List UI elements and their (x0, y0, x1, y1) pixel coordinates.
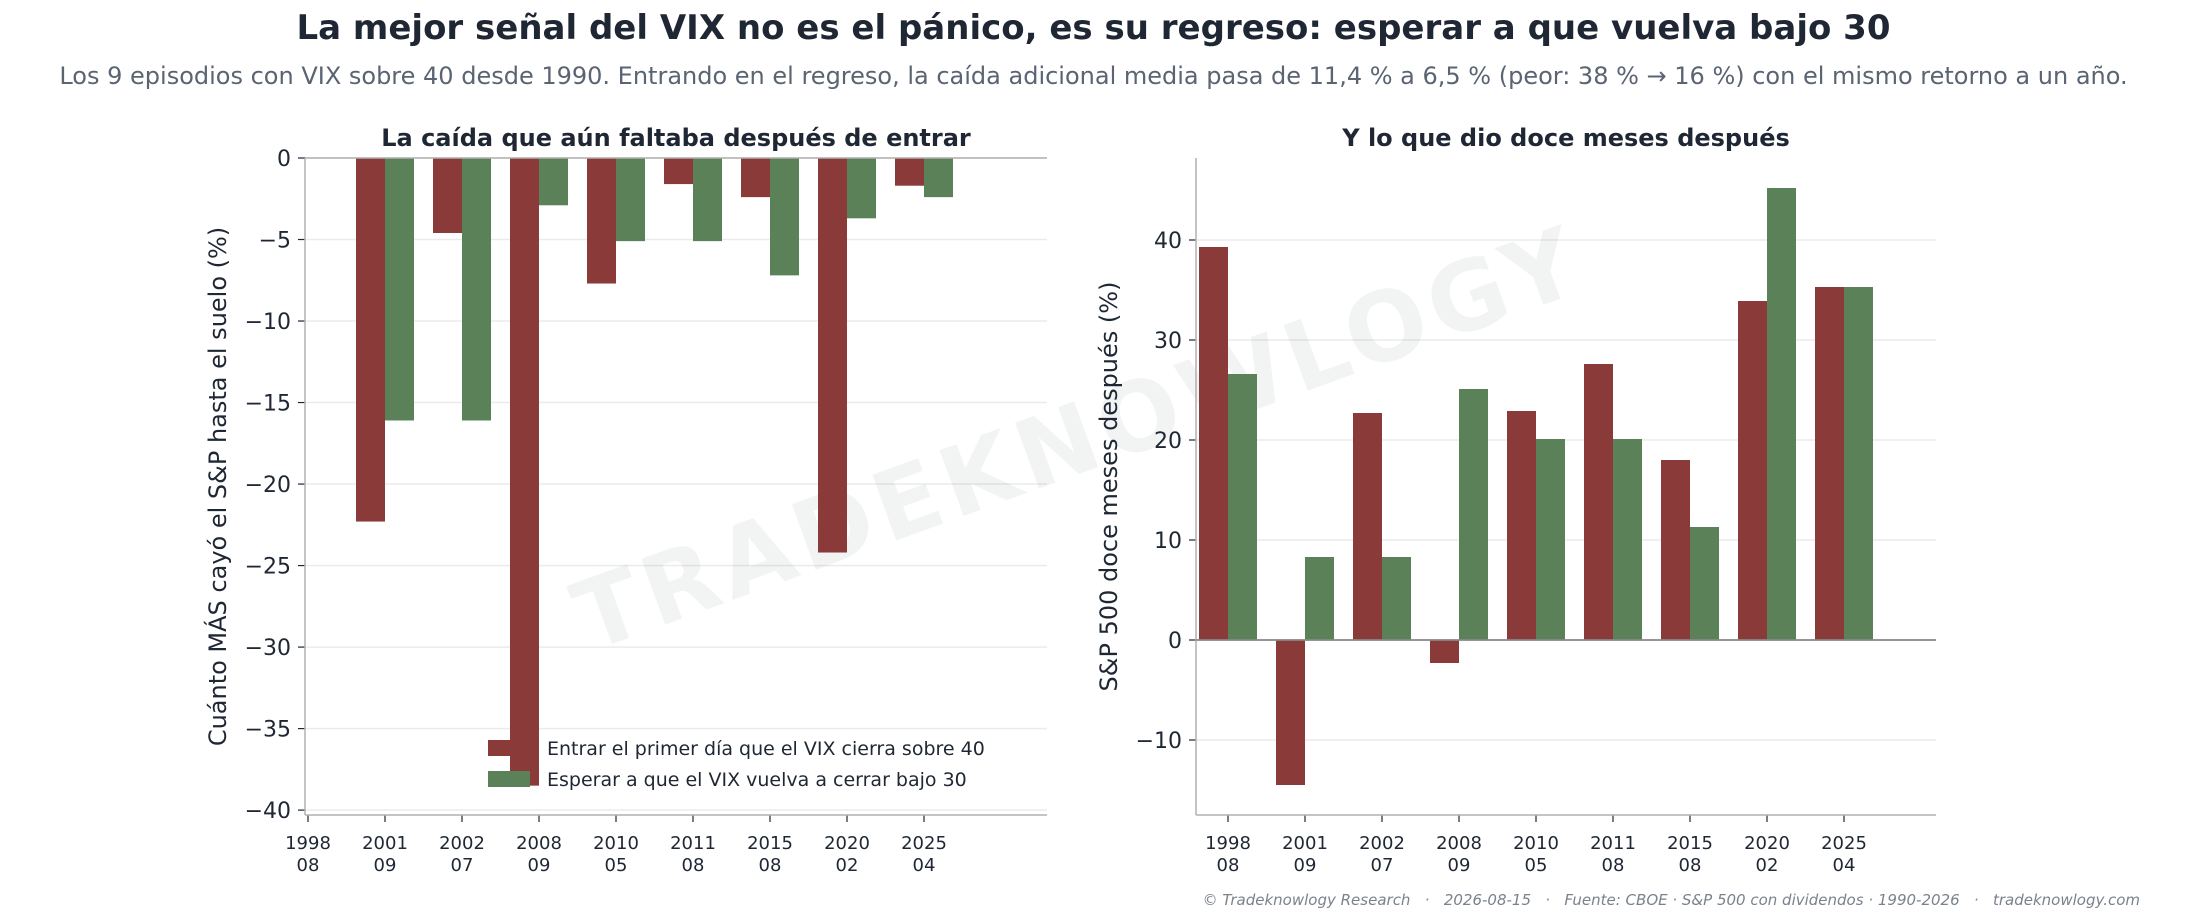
x-tick-label: 2015 (747, 833, 793, 854)
bar-entry-1998-08 (1199, 247, 1228, 640)
x-tick-label: 2002 (1359, 833, 1405, 854)
y-tick-label: 10 (1154, 529, 1182, 554)
y-tick-label: −35 (245, 718, 291, 743)
y-tick-label: −30 (245, 636, 291, 661)
bar-entry-2010-05 (1507, 411, 1536, 640)
x-tick-label: 09 (1294, 855, 1317, 876)
page-subtitle: Los 9 episodios con VIX sobre 40 desde 1… (59, 62, 2128, 90)
legend-swatch-entry (488, 740, 530, 756)
x-tick-label: 09 (374, 855, 397, 876)
y-tick-label: 0 (1168, 629, 1182, 654)
x-tick-label: 2001 (1282, 833, 1328, 854)
x-tick-label: 2008 (516, 833, 562, 854)
bar-entry-2015-08 (1661, 460, 1690, 640)
bar-wait-2011-08 (1613, 439, 1642, 640)
bar-wait-2008-09 (1459, 389, 1488, 640)
y-tick-label: −5 (259, 229, 291, 254)
bar-entry-2001-09 (356, 158, 385, 522)
x-tick-label: 07 (1371, 855, 1394, 876)
bar-entry-2011-08 (1584, 364, 1613, 640)
bar-entry-2008-09 (1430, 640, 1459, 663)
bar-entry-2010-05 (587, 158, 616, 284)
x-tick-label: 2011 (1590, 833, 1636, 854)
bar-entry-2011-08 (664, 158, 693, 185)
bar-wait-2002-07 (462, 158, 491, 421)
bar-wait-2010-05 (616, 158, 645, 242)
x-tick-label: 2008 (1436, 833, 1482, 854)
y-tick-label: −15 (245, 392, 291, 417)
bar-wait-1998-08 (1228, 374, 1257, 640)
bar-wait-2015-08 (770, 158, 799, 276)
y-tick-label: 0 (277, 147, 291, 172)
x-tick-label: 2020 (824, 833, 870, 854)
y-tick-label: −10 (1136, 729, 1182, 754)
x-tick-label: 2025 (1821, 833, 1867, 854)
watermark-text: TRADEKNOWLOGY (559, 204, 1598, 673)
bar-entry-2001-09 (1276, 640, 1305, 785)
x-tick-label: 08 (1679, 855, 1702, 876)
x-tick-label: 2020 (1744, 833, 1790, 854)
y-tick-label: 20 (1154, 429, 1182, 454)
bar-wait-2025-04 (1844, 287, 1873, 640)
x-tick-label: 09 (528, 855, 551, 876)
footer-credits: © Tradeknowlogy Research · 2026-08-15 · … (1202, 891, 2140, 909)
page-title: La mejor señal del VIX no es el pánico, … (296, 8, 1891, 48)
x-tick-label: 2010 (1513, 833, 1559, 854)
x-tick-label: 08 (1217, 855, 1240, 876)
x-tick-label: 2001 (362, 833, 408, 854)
panel-1-title: La caída que aún faltaba después de entr… (381, 124, 971, 152)
bar-entry-2020-02 (1738, 301, 1767, 640)
legend-label-entry: Entrar el primer día que el VIX cierra s… (547, 738, 985, 760)
x-tick-label: 09 (1448, 855, 1471, 876)
y-tick-label: 30 (1154, 329, 1182, 354)
y-tick-label: −20 (245, 473, 291, 498)
y-tick-label: −10 (245, 310, 291, 335)
x-tick-label: 2015 (1667, 833, 1713, 854)
bar-wait-2020-02 (1767, 188, 1796, 640)
x-tick-label: 1998 (1205, 833, 1251, 854)
x-tick-label: 08 (759, 855, 782, 876)
x-tick-label: 2025 (901, 833, 947, 854)
bar-wait-2011-08 (693, 158, 722, 242)
x-tick-label: 05 (605, 855, 628, 876)
x-tick-label: 2011 (670, 833, 716, 854)
x-tick-label: 2010 (593, 833, 639, 854)
bar-entry-2025-04 (1815, 287, 1844, 640)
x-tick-label: 08 (682, 855, 705, 876)
bar-wait-2025-04 (924, 158, 953, 198)
x-tick-label: 05 (1525, 855, 1548, 876)
x-tick-label: 07 (451, 855, 474, 876)
bar-wait-2002-07 (1382, 557, 1411, 640)
x-tick-label: 1998 (285, 833, 331, 854)
y-tick-label: −40 (245, 799, 291, 824)
x-tick-label: 08 (297, 855, 320, 876)
bar-wait-2015-08 (1690, 527, 1719, 640)
bar-entry-2002-07 (433, 158, 462, 233)
bar-wait-2001-09 (1305, 557, 1334, 640)
x-tick-label: 02 (1756, 855, 1779, 876)
bar-entry-2002-07 (1353, 413, 1382, 640)
y-tick-label: 40 (1154, 229, 1182, 254)
panel-2-title: Y lo que dio doce meses después (1341, 124, 1790, 152)
bar-wait-2008-09 (539, 158, 568, 206)
panel-2-ylabel: S&P 500 doce meses después (%) (1095, 282, 1123, 692)
bar-entry-2008-09 (510, 158, 539, 786)
y-tick-label: −25 (245, 555, 291, 580)
bar-wait-2001-09 (385, 158, 414, 421)
bar-wait-2010-05 (1536, 439, 1565, 640)
x-tick-label: 2002 (439, 833, 485, 854)
bar-wait-2020-02 (847, 158, 876, 219)
x-tick-label: 02 (836, 855, 859, 876)
panel-1-ylabel: Cuánto MÁS cayó el S&P hasta el suelo (%… (203, 227, 232, 746)
bar-entry-2020-02 (818, 158, 847, 553)
legend-swatch-wait (488, 771, 530, 787)
bar-entry-2015-08 (741, 158, 770, 198)
x-tick-label: 04 (1833, 855, 1856, 876)
legend-label-wait: Esperar a que el VIX vuelva a cerrar baj… (547, 769, 967, 791)
x-tick-label: 04 (913, 855, 936, 876)
bar-entry-2025-04 (895, 158, 924, 186)
x-tick-label: 08 (1602, 855, 1625, 876)
